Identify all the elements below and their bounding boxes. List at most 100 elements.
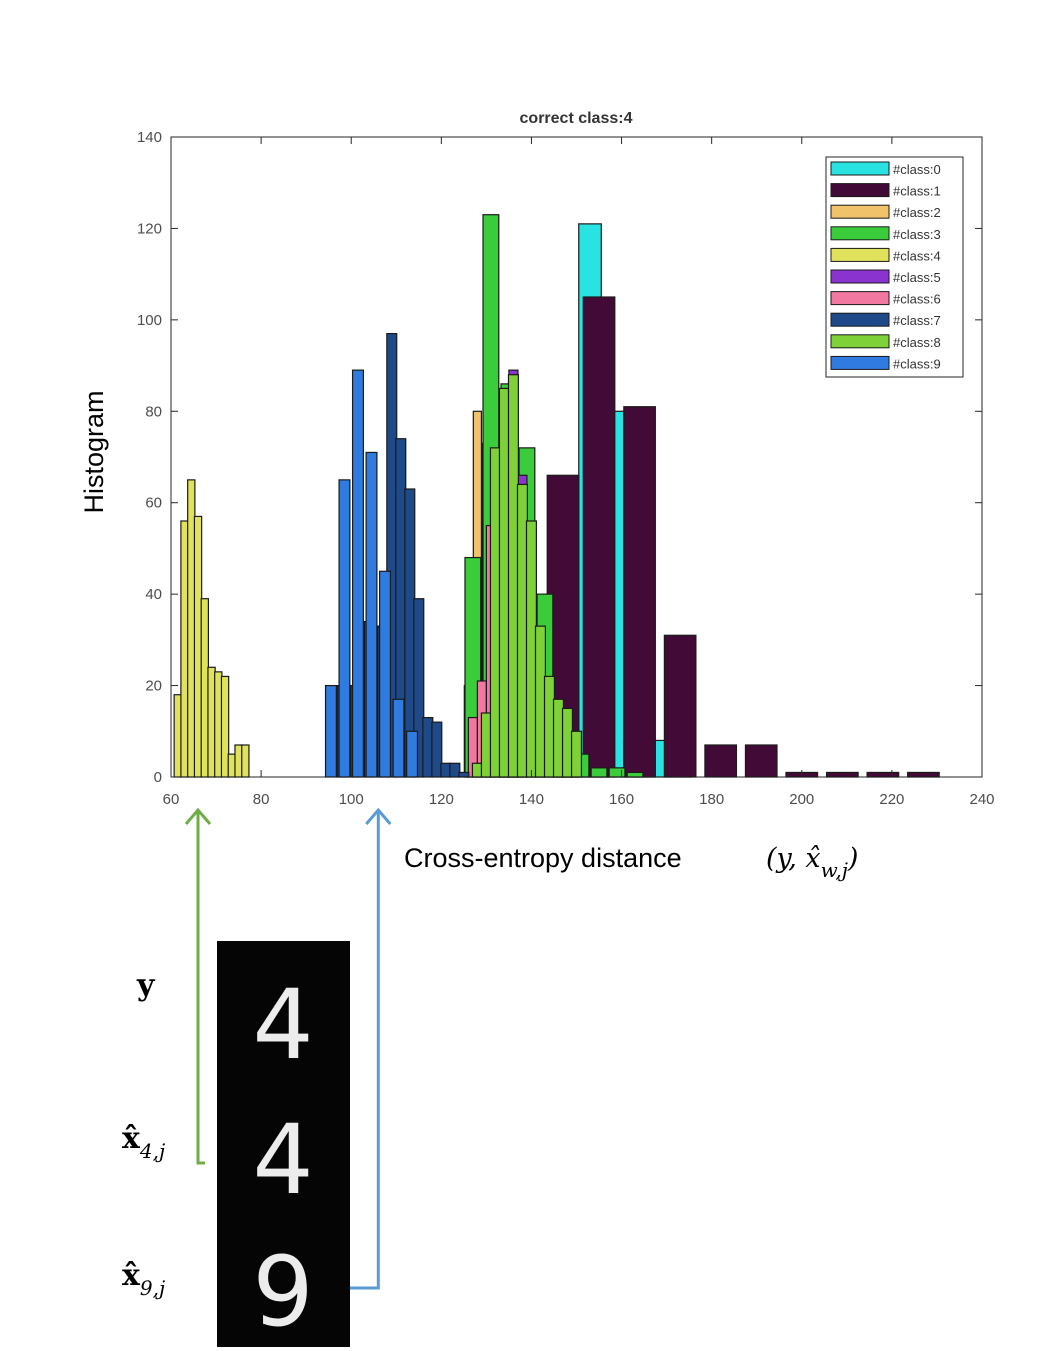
bar-class9-3 bbox=[365, 451, 378, 778]
digit-image-strip: 4 4 9 bbox=[217, 941, 350, 1348]
bar-class4-7 bbox=[220, 675, 230, 778]
series-8 bbox=[471, 374, 583, 778]
legend-swatch-1 bbox=[830, 183, 890, 198]
legend-swatch-5 bbox=[830, 269, 890, 284]
legend-swatch-7 bbox=[830, 312, 890, 327]
bar-class4-6 bbox=[214, 671, 223, 778]
y-tick-label: 120 bbox=[137, 220, 162, 237]
histogram-plot: 60 80 100 120 140 160 180 200 220 240 0 20 40 60 80 100… bbox=[137, 110, 995, 808]
legend-swatch-6 bbox=[830, 291, 890, 306]
bar-class9-6 bbox=[406, 730, 419, 778]
green-arrow-connector bbox=[196, 812, 205, 1165]
bar-class7-9 bbox=[431, 721, 443, 778]
legend-label-2: #class:2 bbox=[893, 205, 941, 220]
series-9 bbox=[324, 369, 419, 778]
digit-image-background bbox=[217, 941, 350, 1347]
axis-ticks: 60 80 100 120 140 160 180 200 220 240 0 20 40 60 80 100… bbox=[137, 129, 995, 808]
legend-swatch-4 bbox=[830, 247, 890, 262]
legend-label-6: #class:6 bbox=[893, 292, 941, 307]
bar-class4-3 bbox=[193, 515, 203, 778]
bar-class4-0 bbox=[173, 694, 182, 778]
label-y: y bbox=[136, 968, 156, 1003]
legend-swatch-3 bbox=[830, 226, 890, 241]
bar-class4-4 bbox=[200, 598, 210, 778]
x-tick-label: 140 bbox=[519, 791, 544, 808]
legend-label-1: #class:1 bbox=[893, 184, 941, 199]
bar-class8-11 bbox=[570, 730, 583, 778]
y-tick-label: 40 bbox=[145, 586, 162, 603]
legend-label-4: #class:4 bbox=[893, 248, 941, 263]
legend: #class:0 #class:1 #class:2 #class:3 #class:4… bbox=[825, 156, 964, 378]
bar-class7-7 bbox=[413, 598, 425, 778]
series-4 bbox=[173, 479, 250, 778]
x-tick-label: 160 bbox=[609, 791, 634, 808]
y-tick-label: 60 bbox=[145, 495, 162, 512]
bar-class3-7 bbox=[590, 767, 608, 778]
x-tick-label: 200 bbox=[789, 791, 814, 808]
legend-label-8: #class:8 bbox=[893, 335, 941, 350]
bars-group bbox=[173, 214, 940, 778]
legend-label-9: #class:9 bbox=[893, 356, 941, 371]
x-axis-math-label: (y, x̂w,j) bbox=[766, 843, 858, 882]
bar-class1-9 bbox=[907, 771, 940, 778]
legend-label-0: #class:0 bbox=[893, 162, 941, 177]
bar-class4-10 bbox=[241, 744, 250, 778]
bar-class1-4 bbox=[704, 744, 738, 778]
bar-class9-1 bbox=[338, 479, 351, 778]
digit-y: 4 bbox=[252, 969, 313, 1081]
y-tick-label: 20 bbox=[145, 678, 162, 695]
bar-class1-1 bbox=[582, 296, 616, 778]
label-x-hat-9-main: x̂ bbox=[122, 1258, 141, 1293]
x-axis-math-main: (y, x̂ bbox=[766, 843, 821, 874]
legend-swatch-0 bbox=[830, 161, 890, 176]
blue-arrow-connector bbox=[350, 812, 380, 1290]
bar-class4-5 bbox=[207, 666, 216, 778]
x-tick-label: 220 bbox=[879, 791, 904, 808]
legend-label-3: #class:3 bbox=[893, 227, 941, 242]
blue-arrow-head bbox=[365, 807, 392, 825]
y-tick-label: 100 bbox=[137, 312, 162, 329]
bar-class4-8 bbox=[227, 753, 237, 778]
legend-swatch-8 bbox=[830, 334, 890, 349]
y-axis-label: Histogram bbox=[79, 390, 109, 513]
x-tick-label: 180 bbox=[699, 791, 724, 808]
bar-class9-5 bbox=[392, 698, 405, 778]
bar-class1-7 bbox=[825, 771, 859, 778]
x-axis-math-sub: w,j bbox=[821, 858, 848, 882]
label-x-hat-4: x̂4,j bbox=[122, 1121, 165, 1163]
bar-class1-5 bbox=[744, 744, 778, 778]
legend-label-5: #class:5 bbox=[893, 270, 941, 285]
bar-class1-3 bbox=[663, 634, 697, 778]
legend-label-7: #class:7 bbox=[893, 313, 941, 328]
y-tick-label: 0 bbox=[154, 769, 162, 786]
x-tick-label: 60 bbox=[163, 791, 180, 808]
bar-class7-11 bbox=[449, 762, 461, 778]
bar-class3-9 bbox=[626, 771, 644, 778]
digit-x-9: 9 bbox=[252, 1236, 313, 1348]
legend-swatch-2 bbox=[830, 204, 890, 219]
bar-class4-9 bbox=[234, 744, 243, 778]
bar-class1-8 bbox=[866, 771, 900, 778]
bar-class1-2 bbox=[623, 406, 656, 778]
bar-class4-2 bbox=[187, 479, 196, 778]
legend-swatch-9 bbox=[830, 355, 890, 370]
bar-class7-12 bbox=[458, 771, 470, 778]
bar-class9-4 bbox=[379, 570, 392, 778]
label-x-hat-9-sub: 9,j bbox=[140, 1276, 165, 1300]
x-tick-label: 120 bbox=[429, 791, 454, 808]
bar-class9-0 bbox=[324, 684, 337, 778]
x-tick-label: 80 bbox=[253, 791, 270, 808]
x-tick-label: 240 bbox=[969, 791, 994, 808]
label-x-hat-4-main: x̂ bbox=[122, 1121, 141, 1156]
label-x-hat-4-sub: 4,j bbox=[139, 1139, 165, 1163]
arrows bbox=[184, 807, 392, 1290]
y-tick-label: 80 bbox=[145, 403, 162, 420]
bar-class4-1 bbox=[180, 520, 189, 778]
y-tick-label: 140 bbox=[137, 129, 162, 146]
x-axis-label-group: Cross-entropy distance (y, x̂w,j) bbox=[404, 843, 858, 882]
x-tick-label: 100 bbox=[339, 791, 364, 808]
x-axis-label: Cross-entropy distance bbox=[404, 843, 682, 873]
chart-title: correct class:4 bbox=[520, 110, 633, 127]
bar-class9-2 bbox=[351, 369, 364, 778]
